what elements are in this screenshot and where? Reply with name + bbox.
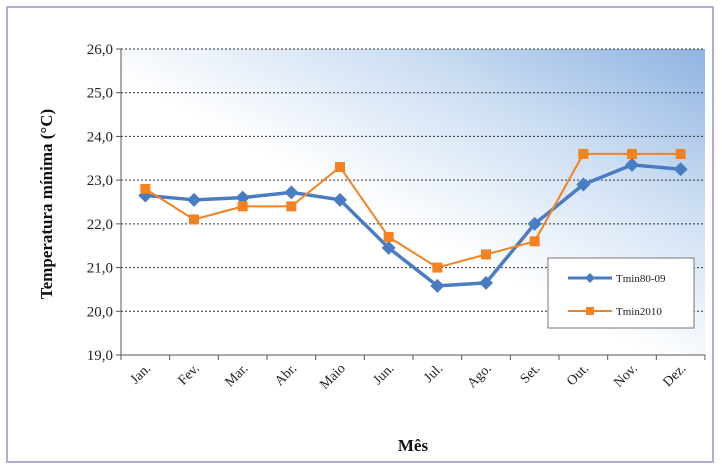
x-tick-label-7: Ago. (465, 361, 495, 391)
legend-marker-0 (585, 273, 595, 283)
legend-marker-1 (586, 307, 594, 315)
x-tick-label-3: Abr. (272, 361, 300, 389)
point-s1-5 (383, 231, 394, 242)
point-s0-2 (235, 190, 250, 205)
point-s1-1 (189, 214, 199, 225)
x-tick-label-2: Mar. (222, 361, 251, 390)
x-tick-label-4: Maio (317, 361, 349, 393)
x-tick-label-5: Jun. (371, 361, 398, 388)
point-s1-11 (675, 148, 686, 159)
point-s0-6 (430, 278, 445, 293)
series-line-0 (145, 163, 681, 288)
point-s1-4 (335, 162, 345, 173)
point-s0-11 (673, 162, 688, 177)
y-tick-label-2: 21,0 (87, 261, 113, 277)
point-s0-4 (333, 192, 347, 207)
y-tick-label-4: 23,0 (87, 173, 113, 189)
legend-label-0: Tmin80-09 (616, 273, 666, 285)
x-tick-label-1: Fev. (176, 361, 203, 388)
y-tick-label-6: 25,0 (87, 86, 113, 102)
point-s1-9 (578, 148, 589, 159)
x-tick-label-11: Dez. (660, 361, 689, 390)
series-line-1 (144, 152, 681, 269)
x-tick-label-9: Out. (564, 361, 592, 389)
x-tick-label-10: Nov. (611, 361, 640, 390)
legend-box (547, 257, 695, 329)
y-axis-title: Temperatura mínima (°C) (37, 109, 56, 299)
point-s1-2 (237, 201, 248, 212)
point-s0-1 (187, 192, 201, 207)
legend-label-1: Tmin2010 (616, 306, 662, 318)
point-s0-8 (527, 216, 542, 231)
point-s1-7 (481, 249, 491, 260)
x-tick-label-0: Jan. (128, 361, 154, 387)
point-s1-3 (286, 201, 297, 212)
point-s1-0 (140, 183, 151, 194)
legend: Tmin80-09 Tmin2010 (547, 257, 695, 329)
point-s1-10 (627, 148, 637, 159)
y-tick-label-0: 19,0 (87, 348, 113, 364)
x-tick-label-6: Jul. (422, 361, 447, 386)
y-tick-label-5: 24,0 (87, 129, 113, 145)
y-tick-label-1: 20,0 (87, 304, 113, 320)
point-s0-3 (284, 185, 299, 200)
y-tick-label-7: 26,0 (87, 42, 113, 58)
point-s1-8 (529, 236, 540, 247)
point-s0-10 (625, 157, 639, 172)
x-axis-title: Mês (398, 436, 429, 455)
x-tick-label-8: Set. (518, 361, 544, 387)
y-tick-label-3: 22,0 (87, 217, 113, 233)
point-s1-6 (432, 262, 443, 273)
point-s0-7 (479, 275, 493, 290)
point-s0-9 (576, 177, 591, 192)
point-s0-5 (381, 240, 396, 255)
